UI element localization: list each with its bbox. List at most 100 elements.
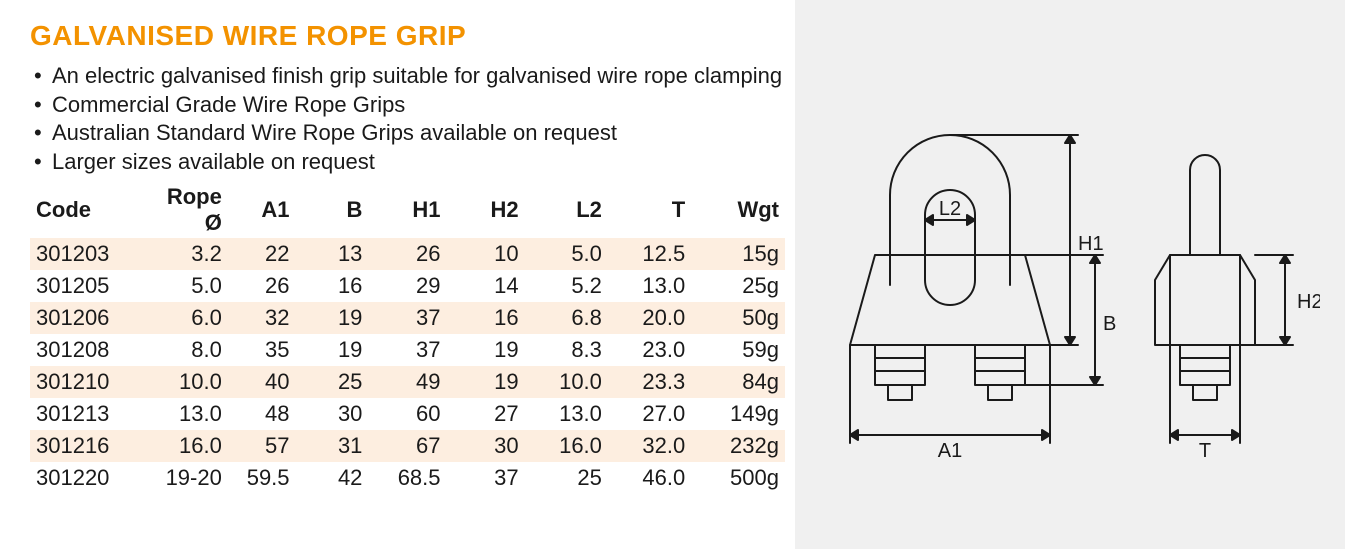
table-cell: 49 [368,366,446,398]
table-row: 30121010.04025491910.023.384g [30,366,785,398]
table-cell: 59.5 [228,462,296,494]
feature-list: An electric galvanised finish grip suita… [30,62,785,176]
table-cell: 13 [296,238,369,270]
table-cell: 29 [368,270,446,302]
label-b: B [1103,313,1116,335]
label-t: T [1199,440,1211,462]
label-l2: L2 [939,198,961,220]
table-cell: 67 [368,430,446,462]
table-cell: 5.2 [525,270,608,302]
table-cell: 42 [296,462,369,494]
table-cell: 15g [691,238,785,270]
table-row: 30121616.05731673016.032.0232g [30,430,785,462]
table-cell: 232g [691,430,785,462]
table-cell: 19-20 [145,462,228,494]
spec-table: Code Rope Ø A1 B H1 H2 L2 T Wgt 3012033.… [30,182,785,494]
table-cell: 32.0 [608,430,691,462]
table-cell: 301210 [30,366,145,398]
table-cell: 8.3 [525,334,608,366]
wire-rope-grip-diagram: L2 H1 B A1 H2 T [820,55,1320,495]
feature-item: Commercial Grade Wire Rope Grips [30,91,785,120]
table-cell: 16.0 [145,430,228,462]
table-cell: 37 [368,334,446,366]
label-h1: H1 [1078,233,1104,255]
table-cell: 26 [228,270,296,302]
table-cell: 23.3 [608,366,691,398]
table-cell: 500g [691,462,785,494]
table-header-row: Code Rope Ø A1 B H1 H2 L2 T Wgt [30,182,785,238]
table-cell: 35 [228,334,296,366]
table-body: 3012033.2221326105.012.515g3012055.02616… [30,238,785,494]
col-header: H1 [368,182,446,238]
table-cell: 19 [447,334,525,366]
table-cell: 84g [691,366,785,398]
table-cell: 60 [368,398,446,430]
table-cell: 50g [691,302,785,334]
table-cell: 30 [296,398,369,430]
table-row: 3012055.0261629145.213.025g [30,270,785,302]
col-header: H2 [447,182,525,238]
table-row: 30121313.04830602713.027.0149g [30,398,785,430]
table-cell: 14 [447,270,525,302]
table-cell: 8.0 [145,334,228,366]
table-cell: 301216 [30,430,145,462]
table-cell: 13.0 [608,270,691,302]
dim-a1 [850,345,1050,443]
table-cell: 10.0 [145,366,228,398]
table-cell: 149g [691,398,785,430]
table-row: 3012033.2221326105.012.515g [30,238,785,270]
table-cell: 40 [228,366,296,398]
table-cell: 37 [447,462,525,494]
ubolt-side [1190,155,1220,255]
page-title: GALVANISED WIRE ROPE GRIP [30,20,785,52]
content-panel: GALVANISED WIRE ROPE GRIP An electric ga… [0,0,795,549]
col-header: Wgt [691,182,785,238]
table-cell: 30 [447,430,525,462]
table-cell: 25g [691,270,785,302]
table-cell: 27 [447,398,525,430]
table-cell: 5.0 [525,238,608,270]
table-cell: 19 [296,302,369,334]
table-cell: 6.0 [145,302,228,334]
table-cell: 22 [228,238,296,270]
label-a1: A1 [938,440,962,462]
col-header: Rope Ø [145,182,228,238]
table-cell: 16 [296,270,369,302]
table-cell: 16.0 [525,430,608,462]
table-cell: 19 [296,334,369,366]
table-cell: 46.0 [608,462,691,494]
table-cell: 5.0 [145,270,228,302]
table-cell: 26 [368,238,446,270]
col-header: Code [30,182,145,238]
feature-item: Australian Standard Wire Rope Grips avai… [30,119,785,148]
table-cell: 301208 [30,334,145,366]
feature-item: Larger sizes available on request [30,148,785,177]
table-cell: 10.0 [525,366,608,398]
col-header: T [608,182,691,238]
table-cell: 68.5 [368,462,446,494]
col-header: B [296,182,369,238]
table-cell: 12.5 [608,238,691,270]
table-cell: 25 [525,462,608,494]
table-cell: 23.0 [608,334,691,366]
table-cell: 27.0 [608,398,691,430]
table-cell: 301203 [30,238,145,270]
table-cell: 301220 [30,462,145,494]
table-cell: 57 [228,430,296,462]
table-row: 3012066.0321937166.820.050g [30,302,785,334]
dim-h1 [950,135,1078,345]
table-cell: 3.2 [145,238,228,270]
diagram-panel: L2 H1 B A1 H2 T [795,0,1345,549]
table-cell: 48 [228,398,296,430]
table-cell: 301205 [30,270,145,302]
table-cell: 37 [368,302,446,334]
table-cell: 13.0 [145,398,228,430]
table-cell: 25 [296,366,369,398]
saddle-body-front [850,255,1050,345]
col-header: L2 [525,182,608,238]
table-cell: 301206 [30,302,145,334]
table-cell: 20.0 [608,302,691,334]
table-row: 30122019-2059.54268.5372546.0500g [30,462,785,494]
table-row: 3012088.0351937198.323.059g [30,334,785,366]
label-h2: H2 [1297,291,1320,313]
